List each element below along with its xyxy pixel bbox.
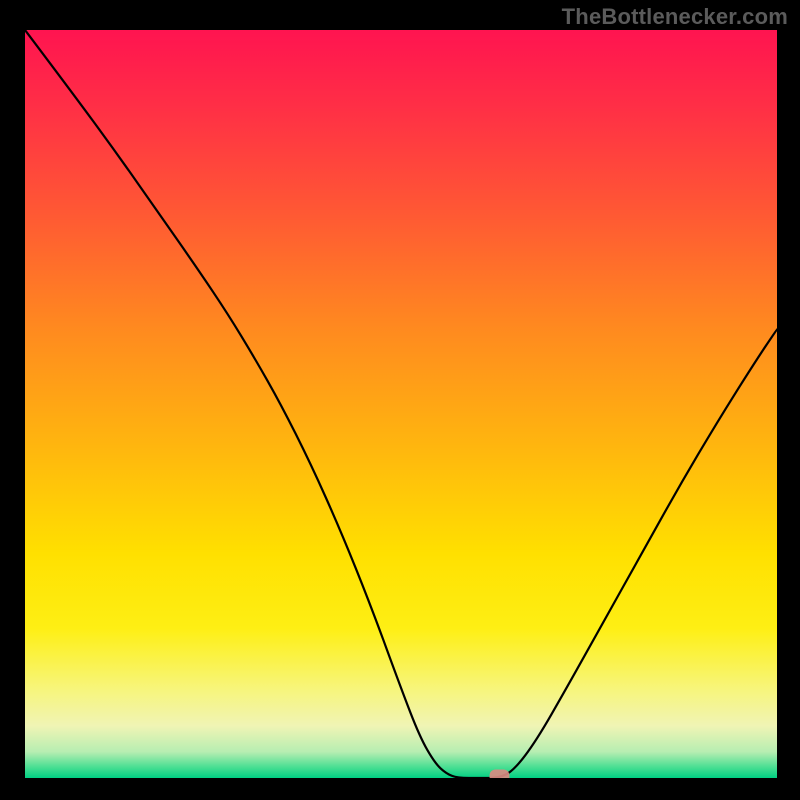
- optimal-marker: [490, 770, 510, 779]
- chart-frame: TheBottlenecker.com: [0, 0, 800, 800]
- bottleneck-plot: [25, 30, 777, 778]
- heatmap-area: [25, 30, 777, 778]
- watermark-text: TheBottlenecker.com: [562, 4, 788, 30]
